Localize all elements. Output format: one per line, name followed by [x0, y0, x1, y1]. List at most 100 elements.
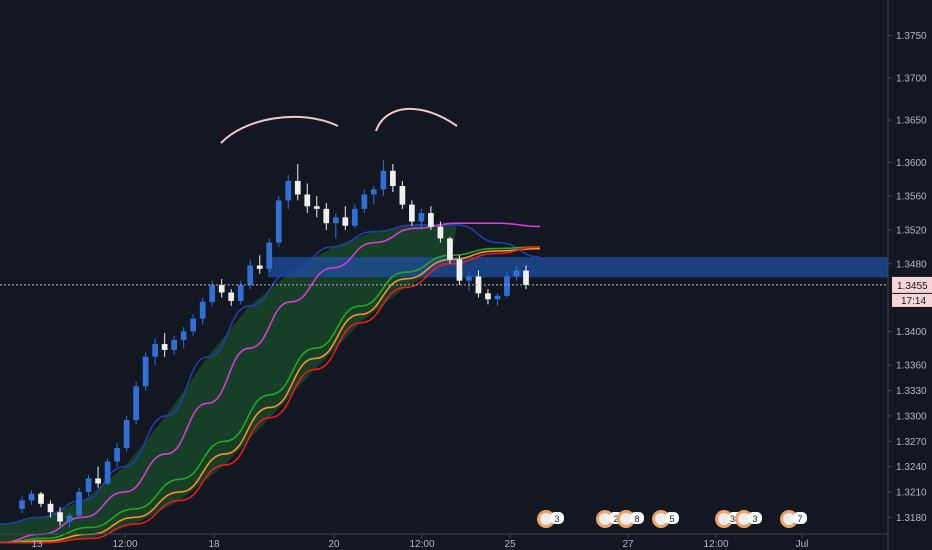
event-flag-inner [783, 513, 795, 525]
candle-body [228, 292, 235, 301]
candle-body [485, 293, 491, 300]
event-marker[interactable]: 7 [780, 510, 807, 528]
candle-body [390, 170, 396, 187]
candle-body [133, 386, 139, 421]
ma-fill-polygon [0, 224, 457, 543]
y-tick-label: 1.3240 [896, 462, 927, 473]
candle-body [66, 515, 73, 522]
candles [19, 159, 529, 528]
y-tick-label: 1.3480 [896, 259, 927, 270]
candle-body [152, 344, 158, 357]
candle-body [351, 208, 358, 226]
candle-body [171, 339, 178, 350]
candle-body [523, 270, 529, 285]
y-axis[interactable]: 1.3750 1.3700 1.3650 1.3600 1.3560 1.3520 1.34… [888, 31, 927, 524]
y-tick-label: 1.3300 [896, 411, 927, 422]
candle-body [28, 493, 35, 501]
candle-body [437, 226, 444, 239]
economic-events[interactable]: 32853437 [537, 510, 807, 528]
ma-fill-area [0, 224, 457, 543]
y-tick-label: 1.3180 [896, 513, 927, 524]
y-tick-label: 1.3210 [896, 487, 927, 498]
countdown-timer: 17:14 [901, 296, 926, 307]
support-resistance-zone[interactable] [268, 257, 888, 278]
event-marker[interactable]: 8 [617, 510, 644, 528]
y-tick-label: 1.3270 [896, 437, 927, 448]
candle-body [380, 170, 387, 190]
candle-body [409, 204, 415, 222]
event-flag-inner [718, 513, 730, 525]
event-count-badge [665, 512, 679, 524]
event-marker[interactable]: 3 [537, 510, 564, 528]
event-flag-inner [655, 513, 667, 525]
candle-body [275, 200, 282, 243]
zone-rect[interactable] [268, 257, 888, 278]
x-tick-label: 27 [622, 539, 634, 550]
candle-body [57, 512, 63, 522]
candle-body [190, 318, 197, 332]
candle-body [304, 194, 311, 207]
x-tick-label: 12:00 [409, 539, 434, 550]
ma-line-3 [0, 246, 541, 544]
event-count: 7 [797, 514, 802, 524]
event-marker[interactable]: 5 [652, 510, 679, 528]
event-count: 3 [554, 514, 559, 524]
countdown-bg [892, 293, 932, 307]
event-marker[interactable]: 2 [596, 510, 623, 528]
candle-body [313, 206, 320, 209]
candle-body [218, 284, 225, 293]
candle-body [38, 493, 44, 504]
candle-body [123, 420, 130, 449]
y-tick-label: 1.3700 [896, 73, 927, 84]
candle-body [494, 295, 501, 300]
price-label-bg [892, 276, 932, 293]
event-count-badge [793, 512, 807, 524]
event-count-badge [630, 512, 644, 524]
candle-body [19, 500, 25, 509]
candle-body [85, 478, 92, 492]
candle-body [285, 180, 292, 201]
candle-body [332, 217, 339, 224]
candle-body [256, 265, 263, 269]
event-count: 5 [669, 514, 674, 524]
candle-body [399, 186, 406, 205]
y-tick-label: 1.3560 [896, 192, 927, 203]
ma-line-2 [0, 222, 541, 544]
candle-body [247, 265, 254, 285]
candle-body [466, 276, 472, 281]
candle-body [513, 270, 520, 277]
candle-body [180, 331, 187, 340]
candle-body [199, 301, 206, 319]
y-tick-label: 1.3750 [896, 31, 927, 42]
x-axis[interactable]: 13 12:00 18 20 12:00 25 27 12:00 Jul [31, 534, 808, 550]
current-price-label: 1.3455 [897, 281, 928, 292]
y-tick-label: 1.3650 [896, 116, 927, 127]
right-shoulder-arc [375, 107, 458, 132]
moving-averages [0, 222, 541, 544]
candle-body [456, 259, 463, 281]
candle-body [294, 180, 301, 195]
candle-body [370, 189, 377, 195]
candle-body [237, 284, 244, 301]
candle-body [76, 491, 82, 516]
candle-body [142, 356, 149, 387]
candle-body [342, 217, 349, 226]
y-tick-label: 1.3330 [896, 386, 927, 397]
drawing-annotations[interactable] [220, 107, 458, 144]
x-tick-label: 12:00 [112, 539, 137, 550]
candle-body [428, 213, 434, 227]
candle-body [104, 461, 111, 484]
x-tick-label: Jul [796, 539, 809, 550]
left-shoulder-arc [220, 115, 339, 144]
event-flag-inner [599, 513, 611, 525]
ma-line-5 [0, 246, 541, 544]
candle-body [323, 208, 330, 224]
event-count: 2 [613, 514, 618, 524]
candle-body [504, 276, 510, 296]
candle-body [95, 478, 101, 484]
candle-body [447, 238, 453, 260]
candle-body [475, 276, 482, 294]
event-marker[interactable]: 3 [735, 510, 762, 528]
y-tick-label: 1.3600 [896, 158, 927, 169]
